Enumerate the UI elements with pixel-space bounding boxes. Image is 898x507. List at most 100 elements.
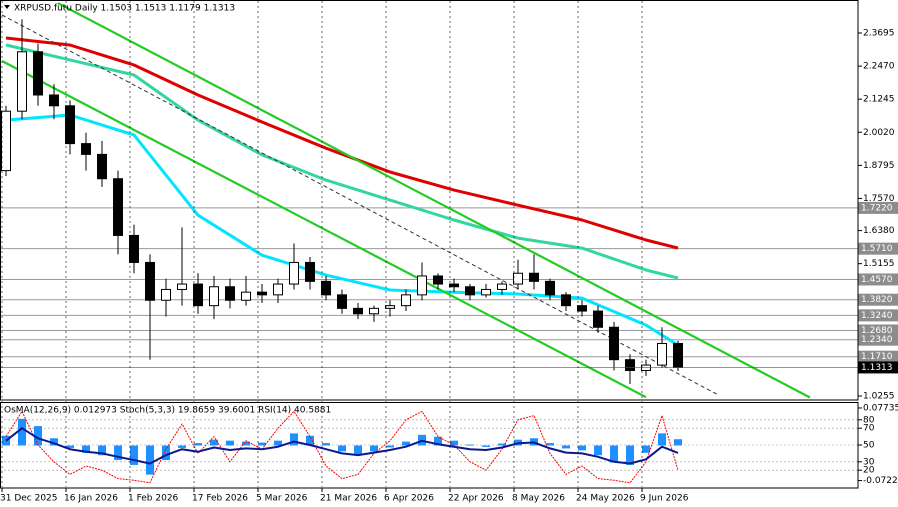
osma-bar: [626, 445, 634, 465]
level-label: 1.4570: [861, 275, 893, 285]
y-tick-label: 2.0020: [863, 128, 895, 138]
osma-bar: [114, 445, 122, 461]
y-tick-label: 1.0255: [863, 392, 895, 402]
candle-body: [289, 261, 299, 285]
candle-body: [465, 286, 475, 296]
x-tick-label: 17 Feb 2026: [192, 494, 248, 504]
osma-bar: [226, 440, 234, 446]
candle-body: [337, 294, 347, 309]
candle-body: [97, 153, 107, 180]
osma-bar: [274, 440, 282, 446]
rsi-line: [5, 427, 679, 465]
indicator-label: OsMA(12,26,9) 0.012973 Stoch(5,3,3) 19.8…: [4, 406, 331, 416]
candle-body: [369, 307, 379, 315]
level-label-box: [858, 201, 898, 214]
level-label-box: [858, 273, 898, 286]
candle-body: [33, 51, 43, 96]
candle-body: [417, 275, 427, 296]
candle-body: [625, 359, 635, 371]
osma-bar: [322, 443, 330, 446]
osma-bar: [482, 445, 490, 447]
osma-bar: [562, 445, 570, 449]
trendline: [57, 2, 811, 399]
osma-bar: [194, 443, 202, 446]
price-frame: [0, 0, 859, 401]
osma-bar: [386, 445, 394, 448]
candle-body: [673, 342, 683, 368]
candle-body: [401, 294, 411, 307]
x-tick-label: 31 Dec 2025: [0, 494, 58, 504]
osma-bar: [306, 435, 314, 446]
osma-bar: [434, 436, 442, 446]
osma-bar: [242, 441, 250, 446]
candle-body: [1, 110, 11, 172]
candle-body: [209, 286, 219, 307]
level-label-box: [858, 293, 898, 306]
osma-bar: [258, 442, 266, 446]
level-label-box: [858, 242, 898, 255]
candle-body: [257, 291, 267, 296]
last-price-label: 1.1313: [861, 363, 893, 373]
candle-body: [577, 305, 587, 312]
candle-body: [17, 51, 27, 112]
x-tick-label: 8 May 2026: [512, 494, 565, 504]
y-tick-label: 1.7570: [863, 194, 895, 204]
candle-body: [81, 143, 91, 155]
level-label: 1.1710: [861, 352, 893, 362]
candle-body: [641, 364, 651, 371]
osma-bar: [642, 445, 650, 453]
symbol-icon: [4, 5, 10, 9]
candle-body: [177, 283, 187, 290]
indicator-frame: [0, 402, 859, 489]
indicator-panel: [0, 410, 858, 484]
candle-body: [481, 288, 491, 296]
candle-body: [161, 288, 171, 301]
osma-bar: [466, 444, 474, 446]
osma-bar: [354, 445, 362, 455]
x-tick-label: 22 Apr 2026: [448, 494, 504, 504]
osma-bar: [658, 433, 666, 446]
osma-bar: [146, 445, 154, 475]
candle-body: [225, 286, 235, 301]
y-tick-label: 1.6380: [863, 226, 895, 236]
osma-bar: [178, 445, 186, 448]
osma-bar: [162, 445, 170, 461]
candle-body: [65, 105, 75, 145]
trendline: [1, 14, 719, 396]
x-tick-label: 5 Mar 2026: [256, 494, 308, 504]
osma-bar: [674, 439, 682, 446]
candle-body: [385, 305, 395, 309]
osma-bar: [50, 438, 58, 446]
candle-body: [593, 310, 603, 328]
osma-bar: [66, 445, 74, 448]
candle-body: [129, 234, 139, 263]
osma-bar: [338, 445, 346, 452]
osma-bar: [210, 439, 218, 446]
price-panel: [0, 2, 858, 399]
last-price-box: [858, 361, 898, 374]
osma-bar: [610, 445, 618, 463]
y-tick-label: 2.2470: [863, 62, 895, 72]
osma-bar: [402, 441, 410, 446]
candle-body: [561, 294, 571, 307]
y-tick-label: 1.8795: [863, 161, 895, 171]
moving-average: [5, 113, 679, 347]
y-tick-label: 2.3695: [863, 29, 895, 39]
candle-body: [449, 283, 459, 288]
candle-body: [145, 261, 155, 301]
x-tick-label: 6 Apr 2026: [384, 494, 434, 504]
x-tick-label: 9 Jun 2026: [640, 494, 689, 504]
x-tick-label: 1 Feb 2026: [128, 494, 179, 504]
osma-bar: [34, 426, 42, 446]
candle-body: [609, 326, 619, 361]
y-tick-label: 1.5155: [863, 259, 895, 269]
candle-body: [113, 178, 123, 236]
level-label: 1.2340: [861, 335, 893, 345]
level-label-box: [858, 350, 898, 363]
candle-body: [529, 272, 539, 282]
osma-bar: [290, 433, 298, 446]
candle-body: [305, 261, 315, 282]
level-label: 1.2680: [861, 326, 893, 336]
candle-body: [49, 94, 59, 107]
